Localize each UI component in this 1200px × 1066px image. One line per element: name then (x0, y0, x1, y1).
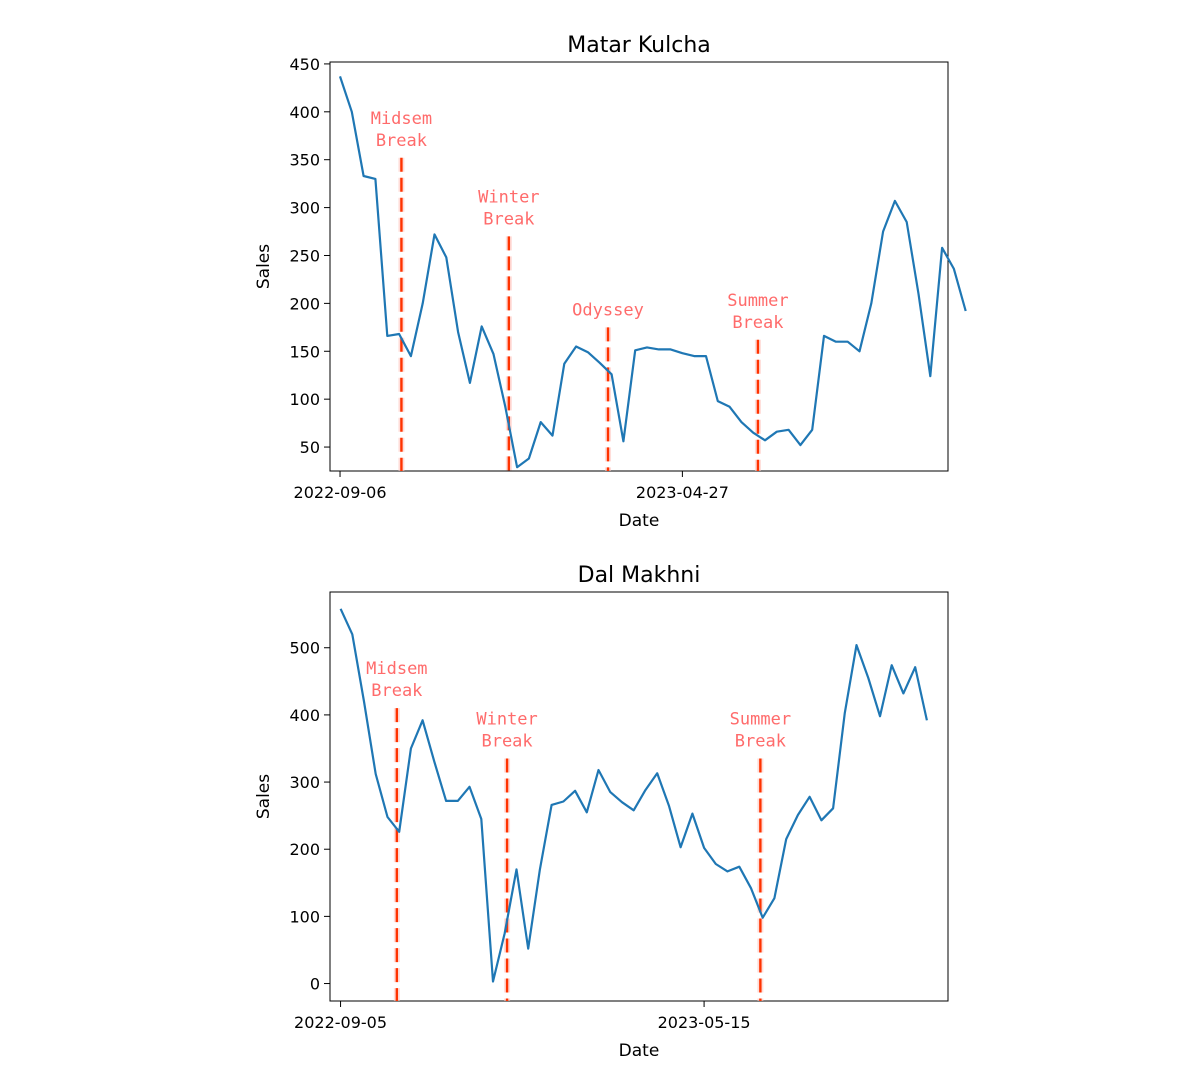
x-tick-label: 2023-05-15 (658, 1013, 751, 1032)
event-annotation-line: Break (371, 681, 422, 701)
series-line (339, 608, 928, 983)
y-tick-label: 100 (289, 907, 320, 926)
x-tick-label: 2022-09-05 (294, 1013, 387, 1032)
event-annotation-line: Winter (476, 710, 537, 730)
y-tick-label: 500 (289, 639, 320, 658)
event-annotation-line: Break (481, 732, 532, 752)
series-line (338, 76, 967, 469)
y-tick-label: 400 (289, 706, 320, 725)
y-axis-label: Sales (254, 244, 274, 289)
event-annotation: Winter Break (478, 187, 539, 229)
event-annotation: Midsem Break (366, 659, 427, 701)
event-annotation: Summer Break (727, 291, 788, 333)
event-annotation-line: Winter (478, 187, 539, 207)
event-annotation-line: Midsem (371, 109, 432, 129)
event-annotation-line: Summer (727, 291, 788, 311)
y-tick-label: 100 (289, 390, 320, 409)
event-annotation-line: Odyssey (572, 300, 644, 320)
event-annotation-line: Summer (730, 710, 791, 730)
axes-frame (329, 61, 949, 472)
event-annotation: Winter Break (476, 710, 537, 752)
y-axis-label: Sales (254, 774, 274, 819)
y-tick-label: 250 (289, 246, 320, 265)
event-annotation-line: Break (376, 131, 427, 151)
chart-title: Dal Makhni (578, 563, 701, 588)
y-tick-label: 350 (289, 151, 320, 170)
event-annotation-line: Break (735, 732, 786, 752)
y-tick-label: 200 (289, 840, 320, 859)
y-tick-label: 450 (289, 55, 320, 74)
chart-2: Dal Makhni 0 100 200 300 400 500 2022-09-05 2023… (254, 563, 949, 1061)
event-annotation-line: Break (732, 313, 783, 333)
event-annotation: Odyssey (572, 300, 644, 320)
y-tick-label: 150 (289, 342, 320, 361)
event-annotation: Midsem Break (371, 109, 432, 151)
y-tick-label: 300 (289, 773, 320, 792)
event-annotation-line: Break (483, 209, 534, 229)
x-axis-label: Date (619, 511, 660, 531)
y-tick-label: 0 (310, 975, 320, 994)
event-annotation: Summer Break (730, 710, 791, 752)
x-axis-label: Date (619, 1041, 660, 1061)
chart-title: Matar Kulcha (567, 33, 711, 58)
x-tick-label: 2022-09-06 (294, 483, 387, 502)
y-tick-label: 400 (289, 103, 320, 122)
y-tick-label: 200 (289, 294, 320, 313)
axes-frame (329, 591, 949, 1002)
y-tick-label: 50 (300, 438, 320, 457)
y-tick-label: 300 (289, 199, 320, 218)
event-annotation-line: Midsem (366, 659, 427, 679)
x-tick-label: 2023-04-27 (636, 483, 729, 502)
chart-1: Matar Kulcha 50 100 150 200 250 300 350 400 450 20… (254, 33, 967, 531)
